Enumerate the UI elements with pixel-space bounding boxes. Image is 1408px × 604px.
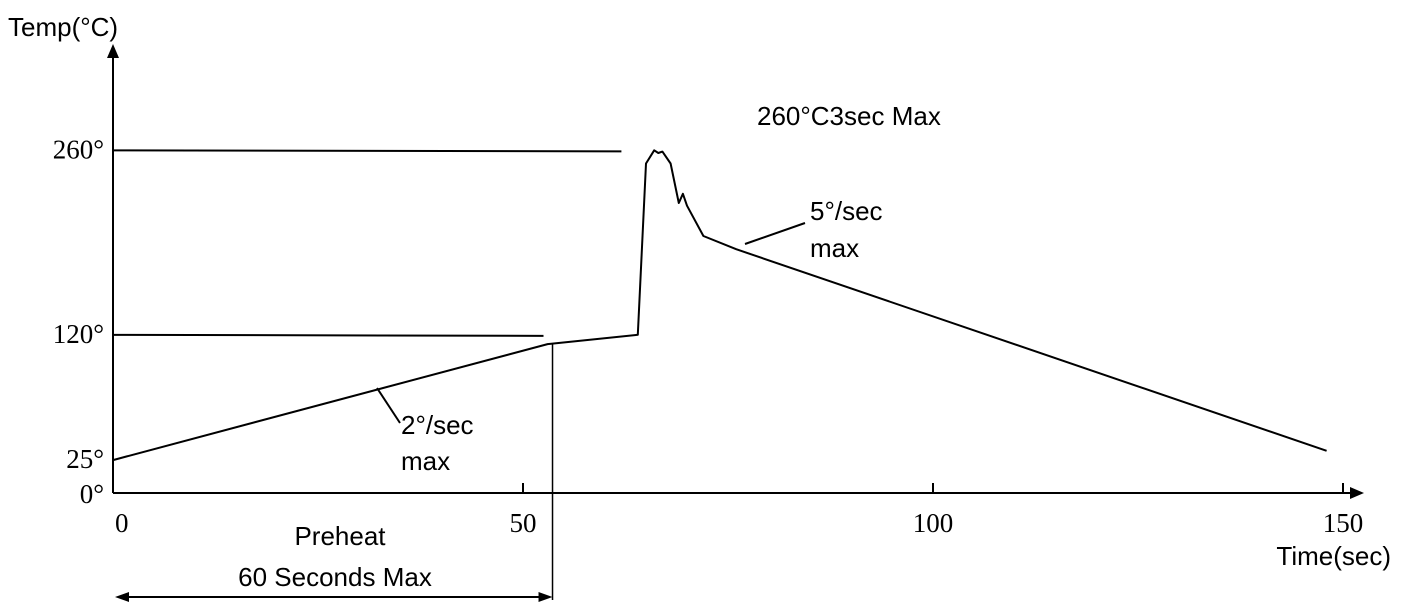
annotations: 260°C3sec Max 2°/sec max 5°/sec max Preheat 60… bbox=[115, 101, 941, 602]
ramp-up-rate-label: 2°/sec bbox=[401, 410, 474, 440]
axes: Temp(°C) Time(sec) bbox=[8, 12, 1391, 571]
y-tick-label: 260° bbox=[53, 134, 104, 164]
y-axis-arrow bbox=[107, 44, 119, 58]
tick-labels: 0° 25° 120° 260° 0 50 100 150 bbox=[53, 134, 1364, 538]
peak-note-label: 260°C3sec Max bbox=[757, 101, 941, 131]
y-tick-label: 0° bbox=[80, 479, 104, 509]
preheat-label: Preheat bbox=[294, 521, 386, 551]
preheat-arrow-left bbox=[115, 592, 129, 602]
x-tick-label: 50 bbox=[510, 508, 537, 538]
x-axis-title: Time(sec) bbox=[1276, 541, 1391, 571]
preheat-arrow-right bbox=[538, 592, 553, 602]
ramp-up-max-label: max bbox=[401, 446, 450, 476]
temperature-profile-line bbox=[112, 149, 1327, 462]
y-axis-title: Temp(°C) bbox=[8, 12, 118, 42]
reference-line-260 bbox=[112, 149, 622, 153]
x-tick-label: 100 bbox=[913, 508, 954, 538]
y-tick-label: 25° bbox=[66, 444, 104, 474]
x-tick-label: 150 bbox=[1323, 508, 1364, 538]
ramp-down-max-label: max bbox=[810, 233, 859, 263]
reference-lines bbox=[112, 149, 622, 600]
reference-line-120 bbox=[112, 333, 544, 337]
series-group bbox=[112, 149, 1327, 462]
x-axis-arrow bbox=[1350, 487, 1364, 499]
ramp-down-leader bbox=[744, 222, 806, 245]
preheat-duration-label: 60 Seconds Max bbox=[238, 562, 432, 592]
x-tick-label: 0 bbox=[115, 508, 129, 538]
y-tick-label: 120° bbox=[53, 319, 104, 349]
ramp-down-rate-label: 5°/sec bbox=[810, 196, 883, 226]
ramp-up-leader bbox=[376, 387, 401, 424]
